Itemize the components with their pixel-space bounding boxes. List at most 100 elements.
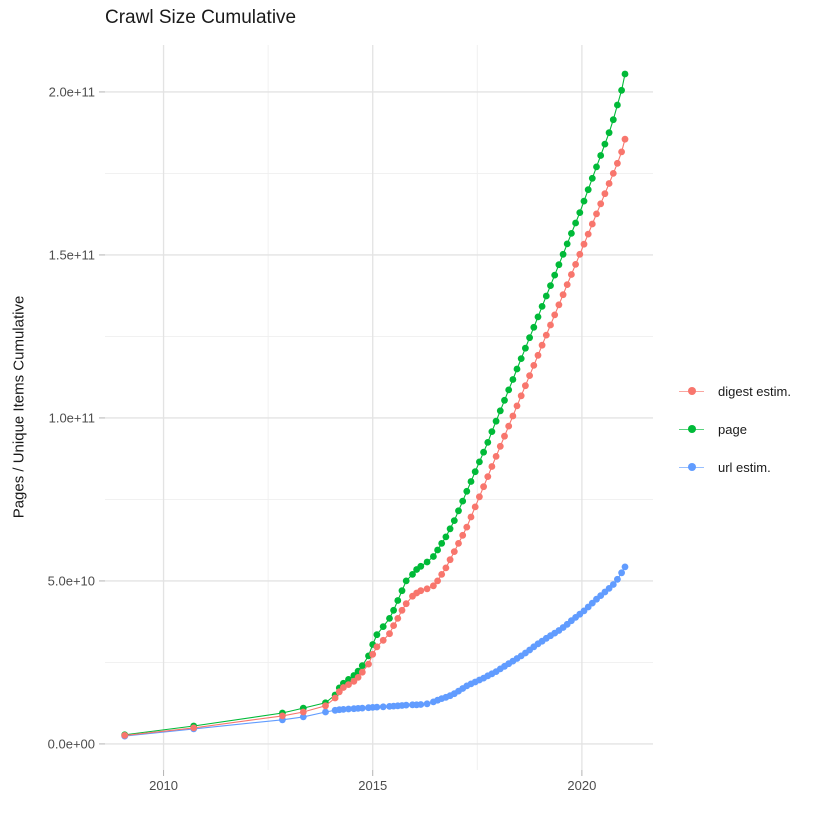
data-point-url-estim- — [417, 701, 425, 708]
data-point-digest-estim- — [354, 674, 362, 681]
data-point-digest-estim- — [121, 732, 129, 739]
data-point-page — [446, 525, 454, 533]
data-point-digest-estim- — [379, 636, 387, 644]
data-point-page — [517, 355, 525, 362]
data-point-page — [450, 517, 458, 524]
data-point-digest-estim- — [563, 281, 571, 288]
data-point-digest-estim- — [538, 341, 546, 349]
legend-label-url-estim: url estim. — [718, 459, 771, 475]
data-point-digest-estim- — [572, 261, 579, 268]
data-point-digest-estim- — [369, 650, 377, 658]
data-point-page — [618, 86, 625, 94]
data-point-page — [621, 70, 629, 78]
data-point-page — [394, 597, 402, 604]
legend-item-page: page — [679, 418, 791, 440]
data-point-digest-estim- — [442, 564, 450, 572]
y-axis-tick-label: 2.0e+11 — [49, 84, 95, 99]
data-point-digest-estim- — [446, 556, 454, 564]
data-point-url-estim- — [614, 575, 621, 583]
data-point-digest-estim- — [450, 548, 458, 555]
data-point-page — [530, 323, 538, 331]
data-point-digest-estim- — [345, 681, 352, 688]
data-point-page — [476, 458, 483, 466]
data-point-url-estim- — [621, 563, 629, 571]
data-point-digest-estim- — [417, 587, 425, 595]
data-point-url-estim- — [299, 713, 307, 721]
data-point-url-estim- — [618, 569, 625, 577]
data-point-digest-estim- — [402, 600, 410, 608]
data-point-digest-estim- — [609, 170, 617, 177]
data-point-page — [409, 571, 416, 578]
data-point-page — [417, 562, 425, 570]
data-point-page — [551, 271, 559, 279]
data-point-page — [438, 540, 446, 547]
data-point-digest-estim- — [434, 577, 441, 585]
data-point-digest-estim- — [584, 230, 592, 238]
data-point-page — [484, 439, 492, 446]
data-point-page — [559, 250, 567, 258]
data-point-page — [534, 313, 542, 321]
data-point-page — [373, 631, 381, 639]
data-point-digest-estim- — [621, 135, 629, 143]
data-point-digest-estim- — [547, 321, 554, 329]
y-axis-tick-label: 5.0e+10 — [48, 573, 95, 588]
legend-key-page — [679, 418, 704, 440]
data-point-digest-estim- — [455, 540, 462, 547]
x-axis-tick-label: 2020 — [567, 778, 596, 793]
legend-key-digest — [679, 380, 704, 402]
data-point-page — [614, 101, 621, 109]
data-point-digest-estim- — [340, 684, 347, 691]
legend-label-page: page — [718, 421, 747, 437]
data-point-digest-estim- — [492, 453, 500, 460]
data-point-digest-estim- — [593, 210, 600, 218]
data-point-page — [547, 282, 554, 289]
data-point-page — [430, 553, 437, 560]
legend-dot-icon — [688, 387, 696, 395]
data-point-digest-estim- — [299, 708, 307, 716]
legend-key-url — [679, 456, 704, 478]
data-point-page — [522, 344, 529, 352]
data-point-digest-estim- — [614, 159, 621, 167]
data-point-digest-estim- — [438, 571, 446, 578]
data-point-page — [488, 428, 496, 435]
y-axis-title: Pages / Unique Items Cumulative — [10, 295, 28, 519]
data-point-digest-estim- — [390, 622, 397, 629]
data-point-page — [467, 478, 475, 485]
data-point-digest-estim- — [509, 412, 517, 420]
data-point-digest-estim- — [467, 513, 475, 521]
y-axis-tick-label: 1.5e+11 — [49, 247, 95, 262]
data-point-page — [492, 417, 500, 425]
data-point-page — [538, 303, 546, 310]
data-point-digest-estim- — [358, 668, 366, 676]
data-point-page — [601, 140, 609, 148]
data-point-digest-estim- — [597, 200, 605, 208]
data-point-page — [402, 577, 410, 585]
data-point-page — [480, 448, 487, 456]
data-point-digest-estim- — [501, 432, 508, 440]
data-point-url-estim- — [373, 703, 381, 711]
data-point-page — [609, 116, 617, 124]
data-point-digest-estim- — [601, 190, 609, 198]
data-point-digest-estim- — [534, 351, 542, 359]
data-point-digest-estim- — [471, 503, 479, 511]
data-point-page — [398, 587, 406, 595]
data-point-digest-estim- — [605, 180, 613, 187]
data-point-digest-estim- — [463, 523, 471, 531]
data-point-digest-estim- — [568, 271, 575, 278]
data-point-digest-estim- — [476, 493, 483, 501]
legend-item-url-estim: url estim. — [679, 456, 791, 478]
legend: digest estim. page url estim. — [679, 380, 791, 478]
data-point-page — [513, 365, 521, 373]
data-point-digest-estim- — [373, 643, 381, 651]
data-point-url-estim- — [322, 708, 329, 716]
data-point-digest-estim- — [331, 694, 339, 702]
data-point-digest-estim- — [559, 291, 567, 299]
data-point-digest-estim- — [522, 382, 529, 390]
data-point-digest-estim- — [513, 402, 521, 410]
data-point-page — [471, 468, 479, 476]
data-point-page — [423, 558, 431, 566]
data-point-digest-estim- — [517, 392, 525, 400]
legend-dot-icon — [688, 425, 696, 433]
